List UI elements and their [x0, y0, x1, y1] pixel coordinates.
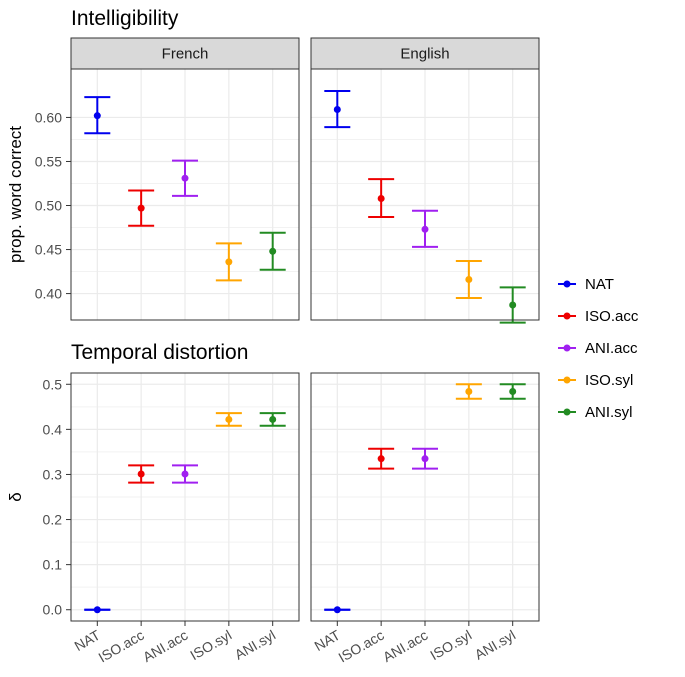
legend-label: ANI.acc: [585, 340, 638, 357]
legend-key-point: [563, 312, 571, 320]
y-tick-label: 0.3: [43, 466, 63, 482]
legend-key-point: [563, 344, 571, 352]
panel-border: [310, 68, 540, 321]
legend-label: ANI.syl: [585, 404, 633, 421]
data-point: [421, 225, 429, 233]
data-point: [465, 275, 473, 283]
data-point: [93, 606, 101, 614]
x-tick-label: ISO.acc: [96, 627, 147, 666]
x-tick-label: ISO.syl: [187, 627, 234, 663]
data-point: [333, 606, 341, 614]
y-tick-label: 0.2: [43, 512, 63, 528]
data-point: [137, 204, 145, 212]
data-point: [225, 258, 233, 266]
y-tick-label: 0.60: [35, 109, 62, 125]
data-point: [269, 415, 277, 423]
data-point: [377, 194, 385, 202]
y-tick-label: 0.50: [35, 198, 62, 214]
legend-label: ISO.acc: [585, 308, 639, 325]
facet-label: French: [162, 46, 209, 63]
data-point: [225, 415, 233, 423]
data-point: [333, 106, 341, 114]
legend-key-point: [563, 376, 571, 384]
data-point: [181, 470, 189, 478]
x-tick-label: ISO.acc: [336, 627, 387, 666]
legend-label: NAT: [585, 276, 614, 293]
data-point: [93, 112, 101, 120]
y-tick-label: 0.5: [43, 376, 63, 392]
data-point: [421, 455, 429, 463]
y-axis-title: δ: [6, 492, 25, 501]
facet-label: English: [400, 46, 449, 63]
x-tick-label: ANI.syl: [232, 627, 278, 663]
x-tick-label: ANI.acc: [140, 627, 190, 665]
y-tick-label: 0.55: [35, 153, 62, 169]
y-tick-label: 0.1: [43, 557, 63, 573]
panel-title: Temporal distortion: [71, 341, 248, 364]
x-tick-label: ANI.syl: [472, 627, 518, 663]
y-tick-label: 0.4: [43, 421, 63, 437]
panel-title: Intelligibility: [71, 7, 179, 30]
data-point: [377, 455, 385, 463]
data-point: [465, 387, 473, 395]
y-tick-label: 0.45: [35, 242, 62, 258]
legend-key-point: [563, 408, 571, 416]
legend-label: ISO.syl: [585, 372, 633, 389]
legend-key-point: [563, 280, 571, 288]
y-tick-label: 0.0: [43, 602, 63, 618]
data-point: [181, 174, 189, 182]
x-tick-label: ISO.syl: [427, 627, 474, 663]
data-point: [509, 301, 517, 309]
data-point: [137, 470, 145, 478]
y-tick-label: 0.40: [35, 286, 62, 302]
y-axis-title: prop. word correct: [6, 126, 25, 263]
data-point: [269, 247, 277, 255]
facet-strip: [70, 37, 300, 70]
data-point: [509, 387, 517, 395]
x-tick-label: ANI.acc: [380, 627, 430, 665]
panel-border: [70, 68, 300, 321]
